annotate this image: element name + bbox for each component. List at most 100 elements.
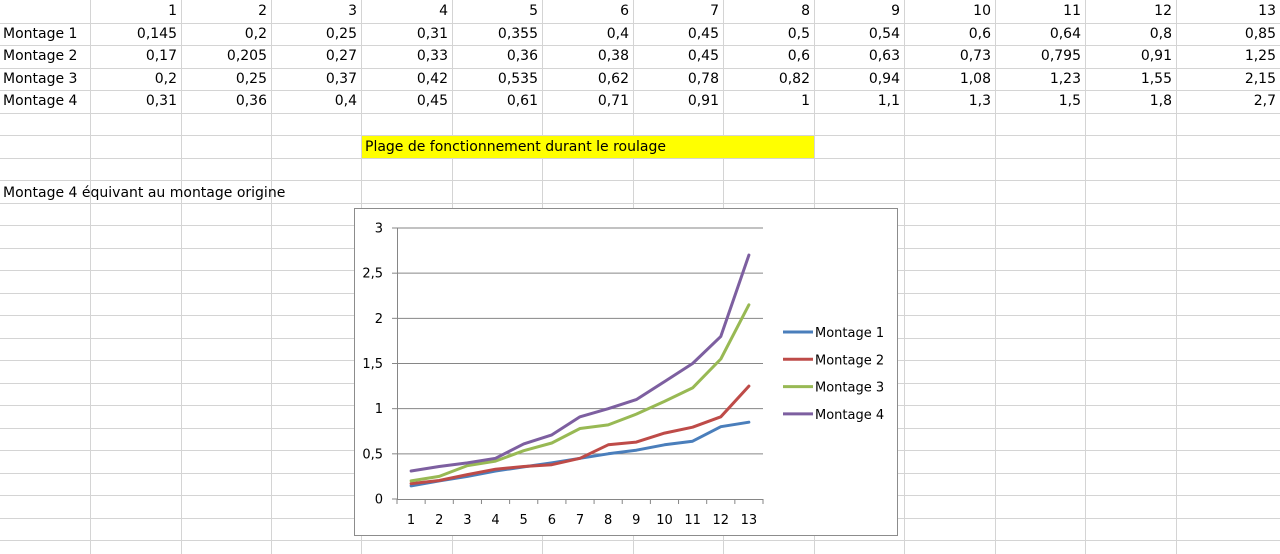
series-line-3[interactable] — [409, 303, 751, 483]
data-cell[interactable]: 0,62 — [597, 70, 629, 87]
data-cell[interactable]: 1,25 — [1244, 48, 1276, 64]
data-cell[interactable]: 0,36 — [506, 48, 538, 64]
data-cell[interactable]: 0,37 — [325, 70, 357, 87]
x-tick-label: 4 — [491, 513, 499, 528]
data-cell[interactable]: 0,27 — [325, 48, 357, 64]
data-cell[interactable]: 0,535 — [497, 70, 538, 87]
data-cell[interactable]: 0,4 — [334, 93, 357, 109]
x-tick-label: 8 — [604, 513, 612, 528]
data-cell[interactable]: 0,355 — [497, 25, 538, 42]
data-cell[interactable]: 2,15 — [1244, 70, 1276, 87]
data-cell[interactable]: 1,23 — [1049, 70, 1081, 87]
column-header-cell[interactable]: 1 — [168, 3, 177, 19]
data-cell[interactable]: 0,91 — [1140, 48, 1172, 64]
data-cell[interactable]: 0,33 — [416, 48, 448, 64]
data-cell[interactable]: 0,25 — [325, 25, 357, 42]
data-cell[interactable]: 0,63 — [868, 48, 900, 64]
series-line-4[interactable] — [409, 253, 751, 473]
x-tick-label: 9 — [632, 513, 640, 528]
y-tick-label: 1 — [375, 402, 383, 417]
data-cell[interactable]: 0,85 — [1244, 25, 1276, 42]
x-tick-label: 7 — [576, 513, 584, 528]
x-tick-label: 13 — [741, 513, 758, 528]
column-header-cell[interactable]: 11 — [1063, 3, 1081, 19]
data-cell[interactable]: 0,6 — [787, 48, 810, 64]
data-cell[interactable]: 0,45 — [687, 48, 719, 64]
data-cell[interactable]: 0,36 — [235, 93, 267, 109]
data-cell[interactable]: 0,94 — [868, 70, 900, 87]
y-tick-label: 2,5 — [362, 267, 383, 282]
data-cell[interactable]: 0,78 — [687, 70, 719, 87]
data-cell[interactable]: 0,25 — [235, 70, 267, 87]
column-header-cell[interactable]: 12 — [1154, 3, 1172, 19]
data-cell[interactable]: 0,91 — [687, 93, 719, 109]
data-cell[interactable]: 0,795 — [1040, 48, 1081, 64]
column-header-cell[interactable]: 10 — [973, 3, 991, 19]
data-cell[interactable]: 0,31 — [145, 93, 177, 109]
data-cell[interactable]: 1,55 — [1140, 70, 1172, 87]
x-tick-label: 11 — [684, 513, 701, 528]
data-cell[interactable]: 0,145 — [136, 25, 177, 42]
data-cell[interactable]: 0,42 — [416, 70, 448, 87]
x-tick-label: 10 — [656, 513, 673, 528]
data-cell[interactable]: 0,2 — [154, 70, 177, 87]
note-cell[interactable]: Montage 4 équivant au montage origine — [3, 185, 286, 201]
y-tick-label: 3 — [375, 222, 383, 237]
column-header-cell[interactable]: 8 — [801, 3, 810, 19]
data-cell[interactable]: 0,54 — [868, 25, 900, 42]
data-cell[interactable]: 1,8 — [1149, 93, 1172, 109]
x-tick-label: 5 — [520, 513, 528, 528]
data-cell[interactable]: 0,6 — [968, 25, 991, 42]
column-header-cell[interactable]: 3 — [348, 3, 357, 19]
data-cell[interactable]: 0,73 — [959, 48, 991, 64]
x-tick-label: 3 — [463, 513, 471, 528]
column-header-cell[interactable]: 6 — [620, 3, 629, 19]
data-cell[interactable]: 0,5 — [787, 25, 810, 42]
data-cell[interactable]: 0,8 — [1149, 25, 1172, 42]
data-cell[interactable]: 0,38 — [597, 48, 629, 64]
x-tick-label: 1 — [407, 513, 415, 528]
data-cell[interactable]: 0,4 — [606, 25, 629, 42]
legend-label: Montage 1 — [815, 326, 884, 341]
row-label-cell[interactable]: Montage 4 — [3, 93, 78, 109]
data-cell[interactable]: 0,61 — [506, 93, 538, 109]
row-label-cell[interactable]: Montage 3 — [3, 70, 78, 87]
row-label-cell[interactable]: Montage 1 — [3, 25, 78, 42]
data-cell[interactable]: 0,205 — [226, 48, 267, 64]
data-cell[interactable]: 1,3 — [968, 93, 991, 109]
y-tick-label: 0,5 — [362, 447, 383, 462]
column-header-cell[interactable]: 9 — [891, 3, 900, 19]
highlighted-note-cell[interactable]: Plage de fonctionnement durant le roulag… — [362, 136, 814, 158]
data-cell[interactable]: 1,1 — [877, 93, 900, 109]
data-cell[interactable]: 0,2 — [244, 25, 267, 42]
y-tick-label: 0 — [375, 493, 383, 508]
x-tick-label: 6 — [548, 513, 556, 528]
data-cell[interactable]: 1,08 — [959, 70, 991, 87]
series-line-2[interactable] — [409, 384, 751, 486]
data-cell[interactable]: 0,31 — [416, 25, 448, 42]
data-cell[interactable]: 1,5 — [1058, 93, 1081, 109]
legend-label: Montage 3 — [815, 381, 884, 396]
x-tick-label: 2 — [435, 513, 443, 528]
y-tick-label: 2 — [375, 312, 383, 327]
data-cell[interactable]: 0,45 — [687, 25, 719, 42]
column-header-cell[interactable]: 13 — [1258, 3, 1276, 19]
data-cell[interactable]: 1 — [801, 93, 810, 109]
data-cell[interactable]: 0,64 — [1049, 25, 1081, 42]
legend-label: Montage 4 — [815, 408, 884, 423]
data-cell[interactable]: 0,17 — [145, 48, 177, 64]
column-header-cell[interactable]: 2 — [258, 3, 267, 19]
data-cell[interactable]: 0,71 — [597, 93, 629, 109]
data-cell[interactable]: 0,45 — [416, 93, 448, 109]
x-tick-label: 12 — [712, 513, 729, 528]
data-cell[interactable]: 2,7 — [1253, 93, 1276, 109]
column-header-cell[interactable]: 5 — [529, 3, 538, 19]
legend-label: Montage 2 — [815, 353, 884, 368]
data-cell[interactable]: 0,82 — [778, 70, 810, 87]
row-label-cell[interactable]: Montage 2 — [3, 48, 78, 64]
y-tick-label: 1,5 — [362, 357, 383, 372]
column-header-cell[interactable]: 4 — [439, 3, 448, 19]
column-header-cell[interactable]: 7 — [710, 3, 719, 19]
